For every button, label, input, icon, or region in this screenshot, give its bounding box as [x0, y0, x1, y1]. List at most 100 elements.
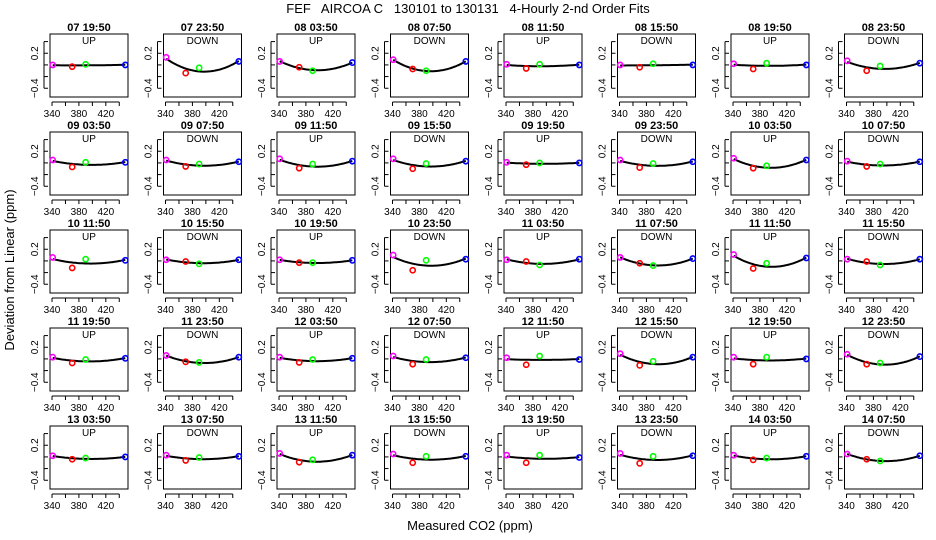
y-tick-label: 0.2: [257, 144, 268, 158]
y-axis: 0.2 −0.4: [144, 335, 162, 392]
data-point: [575, 159, 583, 167]
data-point: [536, 451, 544, 459]
y-tick-label: −0.4: [371, 78, 382, 98]
data-point: [649, 160, 657, 167]
x-axis: 340 380 420: [384, 297, 461, 316]
x-tick-label: 340: [498, 501, 515, 512]
data-point: [121, 453, 129, 461]
data-point: [503, 354, 511, 362]
fit-curve: [279, 158, 353, 168]
fit-curve: [52, 356, 126, 363]
y-tick-label: 0.2: [598, 46, 609, 60]
data-point: [730, 251, 738, 258]
data-point: [503, 60, 511, 68]
x-tick-label: 340: [725, 305, 742, 316]
y-tick-label: −0.4: [711, 176, 722, 196]
fit-curve: [506, 63, 580, 68]
data-point: [195, 359, 203, 366]
data-point: [749, 456, 757, 464]
panel-direction-label: UP: [763, 232, 777, 243]
x-tick-label: 380: [865, 109, 882, 120]
panel-frame: [163, 327, 242, 392]
x-tick-label: 340: [271, 501, 288, 512]
panel-title: 09 03:50: [67, 120, 110, 132]
x-tick-label: 420: [665, 501, 682, 512]
data-point: [522, 258, 530, 265]
x-tick-label: 340: [44, 403, 61, 414]
y-tick-label: −0.4: [825, 78, 836, 98]
panel-direction-label: DOWN: [414, 36, 446, 47]
panel-title: 12 07:50: [408, 316, 451, 328]
x-tick-label: 380: [71, 109, 88, 120]
y-tick-label: −0.4: [257, 372, 268, 392]
x-tick-label: 420: [551, 403, 568, 414]
x-tick-label: 380: [865, 403, 882, 414]
data-point: [82, 158, 90, 166]
panel-direction-label: DOWN: [868, 36, 900, 47]
panel-title: 11 19:50: [68, 316, 111, 328]
panel-direction-label: DOWN: [641, 134, 673, 145]
x-tick-label: 380: [638, 109, 655, 120]
fit-curve: [619, 353, 694, 366]
fit-curve: [733, 357, 807, 362]
x-tick-label: 340: [725, 501, 742, 512]
x-tick-label: 340: [271, 207, 288, 218]
panel-title: 09 19:50: [521, 120, 564, 132]
data-point: [68, 163, 76, 171]
x-tick-label: 340: [838, 403, 855, 414]
x-axis: 340 380 420: [44, 297, 120, 316]
y-tick-label: −0.4: [144, 274, 155, 294]
y-axis: 0.2 −0.4: [144, 433, 162, 490]
y-axis: 0.2 −0.4: [825, 433, 843, 490]
data-point: [843, 57, 851, 65]
x-axis: 340 380 420: [157, 297, 234, 316]
data-point: [649, 357, 657, 365]
data-point: [276, 353, 284, 361]
x-tick-label: 420: [438, 403, 455, 414]
data-point: [802, 452, 810, 460]
panel-direction-label: UP: [763, 330, 777, 341]
x-tick-label: 420: [324, 305, 341, 316]
panel-direction-label: UP: [82, 232, 96, 243]
y-tick-label: 0.2: [825, 46, 836, 60]
data-point: [916, 158, 924, 166]
y-axis: 0.2 −0.4: [30, 41, 48, 98]
y-tick-label: −0.4: [484, 176, 495, 196]
panel-title: 10 15:50: [181, 218, 224, 230]
data-point: [863, 258, 871, 265]
x-tick-label: 340: [838, 501, 855, 512]
x-axis: 340 380 420: [611, 297, 688, 316]
x-tick-label: 340: [611, 109, 628, 120]
x-tick-label: 420: [665, 305, 682, 316]
y-tick-label: −0.4: [371, 274, 382, 294]
panel-frame: [390, 131, 469, 196]
x-axis: 340 380 420: [271, 101, 347, 120]
x-tick-label: 420: [211, 305, 228, 316]
data-point: [235, 158, 243, 166]
x-tick-label: 380: [752, 207, 769, 218]
data-point: [49, 61, 57, 69]
data-point: [503, 256, 511, 264]
y-axis: 0.2 −0.4: [484, 237, 502, 294]
x-axis: 340 380 420: [611, 199, 688, 218]
y-tick-label: −0.4: [598, 274, 609, 294]
data-point: [309, 456, 317, 464]
x-tick-label: 340: [611, 403, 628, 414]
x-tick-label: 420: [778, 305, 795, 316]
x-tick-label: 380: [411, 305, 428, 316]
y-tick-label: 0.2: [711, 144, 722, 158]
x-tick-label: 380: [411, 403, 428, 414]
data-point: [616, 61, 624, 69]
y-tick-label: −0.4: [30, 372, 41, 392]
y-tick-label: 0.2: [144, 242, 155, 256]
data-point: [730, 154, 738, 162]
data-point: [636, 361, 644, 369]
